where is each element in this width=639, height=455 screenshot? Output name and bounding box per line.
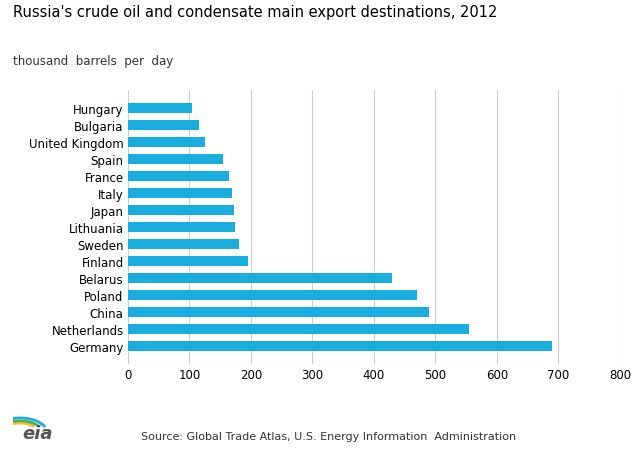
Bar bbox=[128, 137, 204, 148]
Bar bbox=[128, 172, 229, 182]
Bar bbox=[128, 341, 552, 352]
Bar bbox=[128, 239, 238, 250]
Bar bbox=[128, 256, 248, 267]
Bar bbox=[128, 222, 235, 233]
Text: Source: Global Trade Atlas, U.S. Energy Information  Administration: Source: Global Trade Atlas, U.S. Energy … bbox=[141, 431, 516, 441]
Bar bbox=[128, 121, 199, 131]
Bar bbox=[128, 307, 429, 318]
Text: Russia's crude oil and condensate main export destinations, 2012: Russia's crude oil and condensate main e… bbox=[13, 5, 497, 20]
Bar bbox=[128, 154, 223, 165]
Text: eia: eia bbox=[22, 425, 52, 442]
Bar bbox=[128, 103, 192, 114]
Text: thousand  barrels  per  day: thousand barrels per day bbox=[13, 55, 173, 68]
Bar bbox=[128, 324, 469, 334]
Bar bbox=[128, 188, 233, 199]
Bar bbox=[128, 290, 417, 301]
Bar bbox=[128, 205, 234, 216]
Bar bbox=[128, 273, 392, 283]
